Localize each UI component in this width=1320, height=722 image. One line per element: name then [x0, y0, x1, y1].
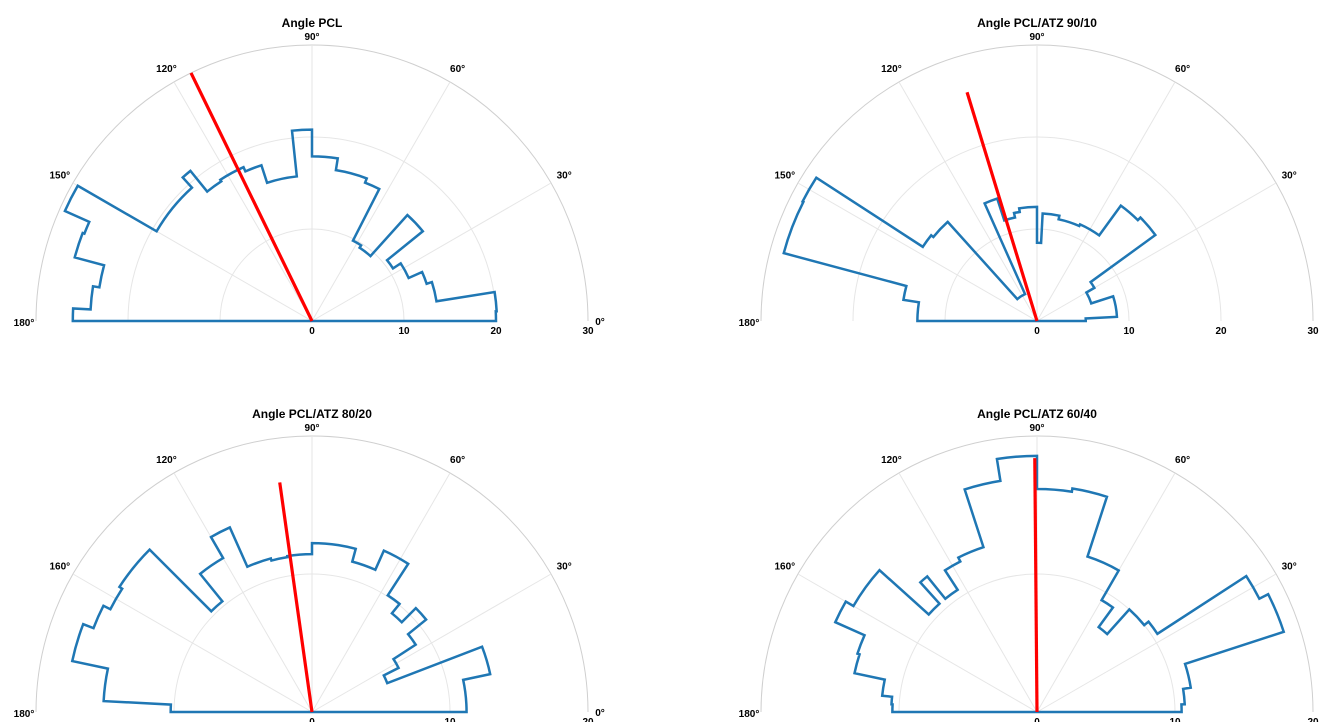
angle-tick-label: 60°: [450, 455, 465, 466]
radial-tick-label: 0: [1034, 717, 1040, 722]
angle-tick-label: 120°: [156, 455, 177, 466]
radial-tick-label: 0: [1034, 326, 1040, 337]
radial-tick-label: 20: [582, 717, 594, 722]
radial-tick-label: 30: [582, 326, 594, 337]
angle-tick-label: 150°: [774, 170, 795, 181]
angle-tick-label: 90°: [304, 32, 319, 43]
radial-tick-label: 10: [1123, 326, 1135, 337]
chart-title: Angle PCL: [282, 16, 343, 30]
polar-chart-angle-pcl-atz-60-40: Angle PCL/ATZ 60/400°30°60°90°120°160°18…: [739, 407, 1319, 722]
angle-tick-label: 180°: [739, 318, 760, 329]
radial-tick-label: 30: [1307, 326, 1319, 337]
grid-spoke: [311, 472, 451, 713]
chart-title: Angle PCL/ATZ 80/20: [252, 407, 372, 421]
angle-tick-label: 160°: [774, 561, 795, 572]
polar-grid: [760, 44, 1314, 322]
angle-tick-label: 30°: [1282, 561, 1297, 572]
angle-tick-label: 30°: [557, 170, 572, 181]
grid-spoke: [311, 81, 451, 322]
angle-tick-label: 90°: [1029, 32, 1044, 43]
grid-spoke: [311, 573, 552, 713]
chart-title: Angle PCL/ATZ 90/10: [977, 16, 1097, 30]
grid-spoke: [1036, 81, 1176, 322]
polar-grid: [35, 44, 589, 322]
radial-tick-label: 20: [1215, 326, 1227, 337]
mean-direction-line: [189, 72, 314, 322]
radial-tick-label: 0: [309, 326, 315, 337]
angle-tick-label: 90°: [1029, 423, 1044, 434]
radial-tick-label: 20: [1307, 717, 1319, 722]
angle-tick-label: 120°: [881, 64, 902, 75]
grid-spoke: [173, 81, 313, 322]
chart-title: Angle PCL/ATZ 60/40: [977, 407, 1097, 421]
angle-tick-label: 60°: [1175, 64, 1190, 75]
angle-tick-label: 0°: [595, 317, 605, 328]
angle-tick-label: 0°: [595, 708, 605, 719]
angle-tick-label: 180°: [14, 709, 35, 720]
angle-tick-label: 120°: [156, 64, 177, 75]
histogram-outline: [833, 454, 1286, 714]
grid-spoke: [797, 573, 1038, 713]
polar-chart-angle-pcl-atz-90-10: Angle PCL/ATZ 90/100°30°60°90°120°150°18…: [739, 16, 1319, 337]
grid-spoke: [1036, 182, 1277, 322]
histogram-outline: [63, 128, 498, 323]
angle-tick-label: 160°: [49, 561, 70, 572]
angle-tick-label: 120°: [881, 455, 902, 466]
angle-tick-label: 30°: [1282, 170, 1297, 181]
angle-tick-label: 150°: [49, 170, 70, 181]
angle-tick-label: 60°: [450, 64, 465, 75]
radial-tick-label: 10: [1169, 717, 1181, 722]
radial-tick-label: 10: [398, 326, 410, 337]
radial-tick-label: 20: [490, 326, 502, 337]
histogram-outline: [782, 175, 1158, 323]
grid-spoke: [1036, 573, 1277, 713]
angle-tick-label: 90°: [304, 423, 319, 434]
angle-tick-label: 30°: [557, 561, 572, 572]
mean-direction-line: [1033, 458, 1039, 713]
grid-spoke: [898, 81, 1038, 322]
polar-chart-angle-pcl-atz-80-20: Angle PCL/ATZ 80/20 0° 30° 60° 90° 120° 160° 18…: [14, 407, 605, 722]
angle-tick-label: 60°: [1175, 455, 1190, 466]
polar-chart-angle-pcl: Angle PCL 0° 30° 60° 90° 120° 150° 180° 0 10 20 30: [14, 16, 605, 337]
mean-direction-line: [278, 482, 314, 713]
histogram-outline: [70, 525, 492, 714]
grid-spoke: [797, 182, 1038, 322]
grid-spoke: [72, 573, 313, 713]
grid-spoke: [311, 182, 552, 322]
mean-direction-line: [965, 91, 1039, 322]
grid-spoke: [173, 472, 313, 713]
radial-tick-label: 10: [444, 717, 456, 722]
polar-grid: [35, 435, 589, 713]
angle-tick-label: 180°: [14, 318, 35, 329]
grid-spoke: [898, 472, 1038, 713]
radial-tick-label: 0: [309, 717, 315, 722]
angle-tick-label: 180°: [739, 709, 760, 720]
